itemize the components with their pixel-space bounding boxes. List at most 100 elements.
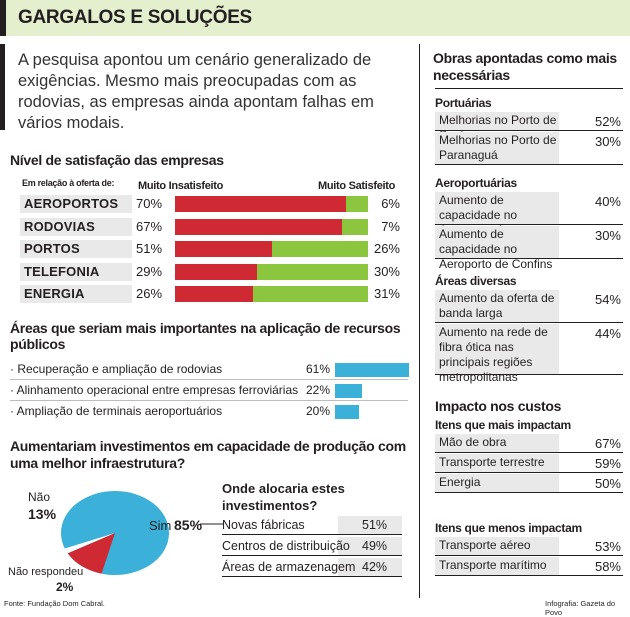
alloc-item-value: 42% xyxy=(362,560,388,574)
area-separator xyxy=(10,400,408,401)
invest-pie xyxy=(61,491,169,575)
right-item-separator xyxy=(435,555,623,556)
obras-title: Obras apontadas como mais necessárias xyxy=(433,50,617,83)
satisfaction-satisfied-label: 6% xyxy=(381,196,400,211)
satisfaction-bar-satisfied xyxy=(256,263,368,280)
satisfaction-category: RODOVIAS xyxy=(24,218,95,234)
right-item-label: Mão de obra xyxy=(439,435,507,449)
alloc-item-label: Áreas de armazenagem xyxy=(222,560,356,574)
satisfaction-unsatisfied-label: 26% xyxy=(136,286,163,301)
right-item-separator xyxy=(435,224,623,225)
right-item-separator xyxy=(435,322,623,323)
satisfaction-row-bg xyxy=(20,217,132,236)
satisfaction-bar-unsatisfied xyxy=(175,196,368,212)
right-item-bg xyxy=(435,324,559,374)
alloc-separator xyxy=(222,576,402,577)
right-item-bg xyxy=(435,192,559,224)
title-bar xyxy=(0,0,630,36)
right-item-label: Aumento de capacidade no Aeroporto de Co… xyxy=(439,227,553,271)
satisfaction-row-bg xyxy=(20,262,132,281)
intro-accent-bar xyxy=(0,44,5,130)
right-item-bg xyxy=(435,226,559,258)
right-item-bg xyxy=(435,434,559,452)
credit-text: Infografia: Gazeta do Povo xyxy=(545,599,616,617)
right-item-label: Melhorias no Porto de Paranaguá xyxy=(439,133,557,162)
alloc-value-bg xyxy=(338,537,402,555)
satisfaction-title: Nível de satisfação das empresas xyxy=(10,152,224,168)
satisfaction-unsatisfied-label: 70% xyxy=(136,196,163,211)
satisfaction-bar-satisfied xyxy=(271,241,368,257)
right-item-value: 44% xyxy=(594,326,621,341)
legend-very-unsatisfied: Muito Insatisfeito xyxy=(138,180,224,192)
pie-label-nao: Não xyxy=(28,490,51,504)
right-item-label: Transporte aéreo xyxy=(439,538,531,552)
alloc-item-label: Centros de distribuição xyxy=(222,539,350,553)
right-item-value: 58% xyxy=(594,559,621,574)
right-item-value: 67% xyxy=(594,436,621,451)
right-group-title: Áreas diversas xyxy=(435,274,517,288)
pie-value-sim: 85% xyxy=(174,517,203,533)
satisfaction-satisfied-label: 30% xyxy=(373,263,400,279)
source-text: Fonte: Fundação Dom Cabral. xyxy=(4,599,105,608)
alloc-item-value: 49% xyxy=(362,539,388,553)
areas-title: Áreas que seriam mais importantes na apl… xyxy=(10,320,401,352)
right-item-bg xyxy=(435,454,559,472)
pie-label-sim: Sim xyxy=(149,518,172,533)
right-item-separator xyxy=(435,374,623,375)
satisfaction-satisfied-label: 7% xyxy=(381,218,400,234)
column-divider xyxy=(419,44,420,598)
right-item-label: Aumento na rede de fibra ótica nas princ… xyxy=(439,325,548,384)
impacto-title: Impacto nos custos xyxy=(435,398,562,414)
satisfaction-category: AEROPORTOS xyxy=(24,196,119,211)
right-item-bg xyxy=(435,537,559,555)
pie-label-nao-respondeu: Não respondeu xyxy=(8,566,84,578)
area-item-value: 22% xyxy=(306,383,331,397)
right-item-value: 53% xyxy=(594,539,621,554)
right-item-value: 50% xyxy=(594,476,621,491)
satisfaction-unsatisfied-label: 51% xyxy=(136,241,163,256)
satisfaction-bar-unsatisfied xyxy=(175,286,272,302)
right-item-value: 30% xyxy=(594,134,621,149)
satisfaction-bar-unsatisfied xyxy=(175,218,368,235)
alloc-item-label: Novas fábricas xyxy=(222,518,305,532)
alloc-title: Onde alocaria estes investimentos? xyxy=(222,481,345,513)
satisfaction-row-bg xyxy=(20,240,132,258)
alloc-value-bg xyxy=(338,558,402,576)
alloc-separator xyxy=(222,534,402,535)
obras-underline xyxy=(435,88,623,89)
right-item-separator xyxy=(435,130,623,131)
pie-connector xyxy=(200,523,224,525)
right-item-label: Transporte marítimo xyxy=(439,558,547,572)
right-item-value: 40% xyxy=(594,194,621,209)
satisfaction-bar-unsatisfied xyxy=(175,263,283,280)
right-item-separator xyxy=(435,164,623,165)
area-item-bar xyxy=(335,405,360,419)
right-item-separator xyxy=(435,492,623,493)
alloc-value-bg xyxy=(338,516,402,534)
right-item-bg xyxy=(435,474,559,492)
right-group-title: Aeroportuárias xyxy=(435,176,517,190)
right-group-title: Itens que mais impactam xyxy=(435,418,571,432)
right-item-separator xyxy=(435,258,623,259)
right-item-bg xyxy=(435,132,559,164)
area-item-value: 20% xyxy=(306,404,331,418)
satisfaction-unsatisfied-label: 67% xyxy=(136,218,163,234)
pie-value-nao-respondeu: 2% xyxy=(56,580,74,594)
area-item-label: · Recuperação e ampliação de rodovias xyxy=(10,362,223,376)
alloc-separator xyxy=(222,555,402,556)
right-item-bg xyxy=(435,112,559,130)
right-group-title: Itens que menos impactam xyxy=(435,521,582,535)
right-item-separator xyxy=(435,472,623,473)
satisfaction-category: PORTOS xyxy=(24,241,80,256)
area-item-bar xyxy=(335,363,409,377)
satisfaction-unsatisfied-label: 29% xyxy=(136,263,163,279)
right-item-bg xyxy=(435,290,559,322)
right-item-value: 54% xyxy=(594,292,621,307)
pie-slice-nao xyxy=(67,533,115,574)
satisfaction-subtitle: Em relação à oferta de: xyxy=(22,178,115,188)
invest-title: Aumentariam investimentos em capacidade … xyxy=(10,438,406,471)
right-item-value: 52% xyxy=(594,114,621,129)
right-item-separator xyxy=(435,452,623,453)
area-item-label: · Alinhamento operacional entre empresas… xyxy=(10,383,299,397)
right-item-separator xyxy=(435,575,623,576)
